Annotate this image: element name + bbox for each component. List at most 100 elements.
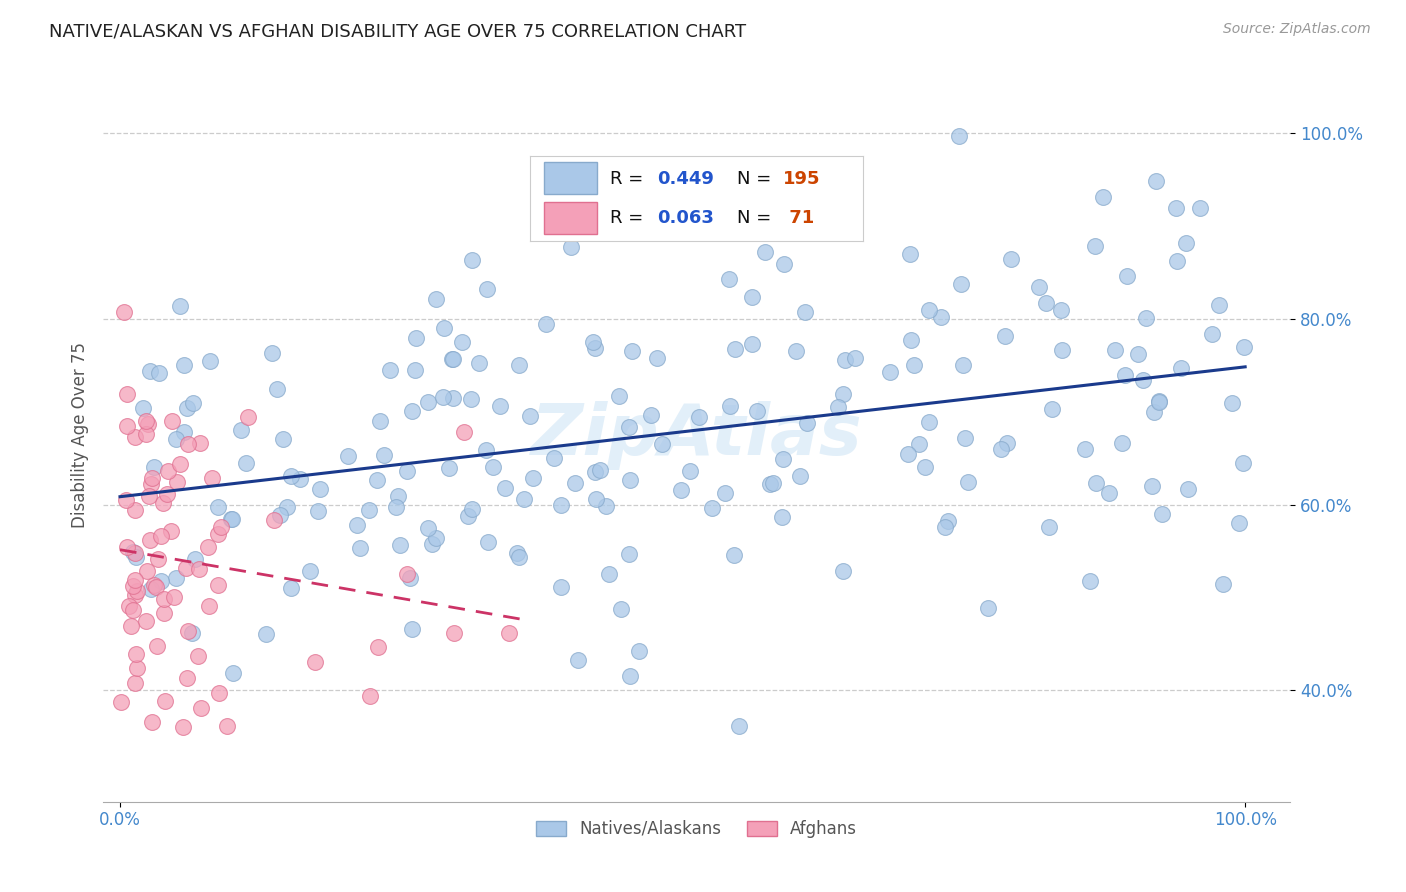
Point (669, 483, 692, 498)
Point (125, 647, 148, 661)
Point (713, 485, 735, 500)
Point (477, 535, 499, 549)
Point (543, 451, 565, 466)
Point (762, 475, 785, 490)
Point (460, 253, 482, 268)
Point (995, 436, 1018, 450)
Point (900, 333, 922, 347)
Point (957, 475, 980, 489)
Point (432, 391, 454, 405)
Point (124, 503, 146, 517)
Point (1152, 508, 1174, 522)
Point (619, 548, 641, 562)
Point (903, 358, 925, 372)
Point (187, 648, 209, 663)
Point (914, 460, 936, 475)
Point (336, 450, 359, 464)
Point (679, 464, 702, 478)
Point (936, 515, 959, 529)
Point (425, 292, 447, 306)
Point (443, 625, 465, 640)
Point (135, 426, 157, 441)
Point (1233, 340, 1256, 354)
Point (831, 387, 853, 401)
Point (112, 305, 135, 319)
Point (589, 463, 612, 477)
Point (357, 503, 380, 517)
Point (115, 541, 138, 555)
Point (508, 358, 530, 372)
Point (1052, 343, 1074, 357)
Point (1170, 360, 1192, 375)
Point (475, 282, 498, 296)
Point (207, 526, 229, 541)
Point (359, 689, 381, 703)
Point (209, 520, 232, 534)
Point (157, 464, 180, 478)
Point (621, 343, 644, 358)
Point (759, 476, 782, 491)
Point (198, 354, 221, 368)
Point (188, 436, 211, 450)
Point (173, 359, 195, 373)
Point (165, 571, 187, 585)
Point (197, 541, 219, 555)
Point (399, 571, 422, 585)
Point (508, 549, 530, 564)
Point (1040, 402, 1063, 417)
Point (420, 537, 443, 551)
Point (453, 425, 475, 440)
Point (136, 417, 159, 431)
Point (832, 564, 855, 578)
Point (564, 476, 586, 491)
Point (628, 644, 651, 658)
Point (266, 382, 288, 396)
Point (207, 500, 229, 514)
Text: ZipAtlas: ZipAtlas (531, 401, 862, 469)
Text: NATIVE/ALASKAN VS AFGHAN DISABILITY AGE OVER 75 CORRELATION CHART: NATIVE/ALASKAN VS AFGHAN DISABILITY AGE … (49, 22, 747, 40)
Point (280, 468, 302, 483)
Point (1104, 343, 1126, 358)
Point (135, 564, 157, 578)
Point (395, 567, 418, 582)
Point (1232, 456, 1254, 470)
Point (373, 448, 395, 462)
Point (173, 425, 195, 439)
Point (468, 356, 491, 370)
Point (645, 351, 668, 365)
Point (124, 430, 146, 444)
Point (260, 346, 283, 360)
Point (290, 472, 312, 486)
Point (217, 719, 239, 733)
Point (160, 414, 183, 428)
Point (907, 436, 929, 450)
Point (125, 549, 148, 564)
Point (172, 720, 194, 734)
Point (879, 365, 901, 379)
Point (1098, 486, 1121, 500)
Point (114, 492, 136, 507)
Point (595, 499, 617, 513)
Point (567, 653, 589, 667)
Point (388, 538, 411, 552)
Point (754, 244, 776, 259)
Point (640, 408, 662, 422)
Point (143, 578, 166, 592)
Point (437, 461, 460, 475)
Point (146, 639, 169, 653)
Point (163, 590, 186, 604)
Point (229, 423, 252, 437)
Point (148, 552, 170, 566)
Point (834, 353, 856, 368)
Point (184, 551, 207, 566)
Point (401, 404, 423, 418)
Point (651, 437, 673, 451)
Point (208, 685, 231, 699)
Point (700, 501, 723, 516)
Point (952, 358, 974, 372)
Point (1074, 442, 1097, 456)
Point (177, 437, 200, 451)
Point (794, 305, 817, 319)
Point (1177, 482, 1199, 496)
Point (461, 501, 484, 516)
